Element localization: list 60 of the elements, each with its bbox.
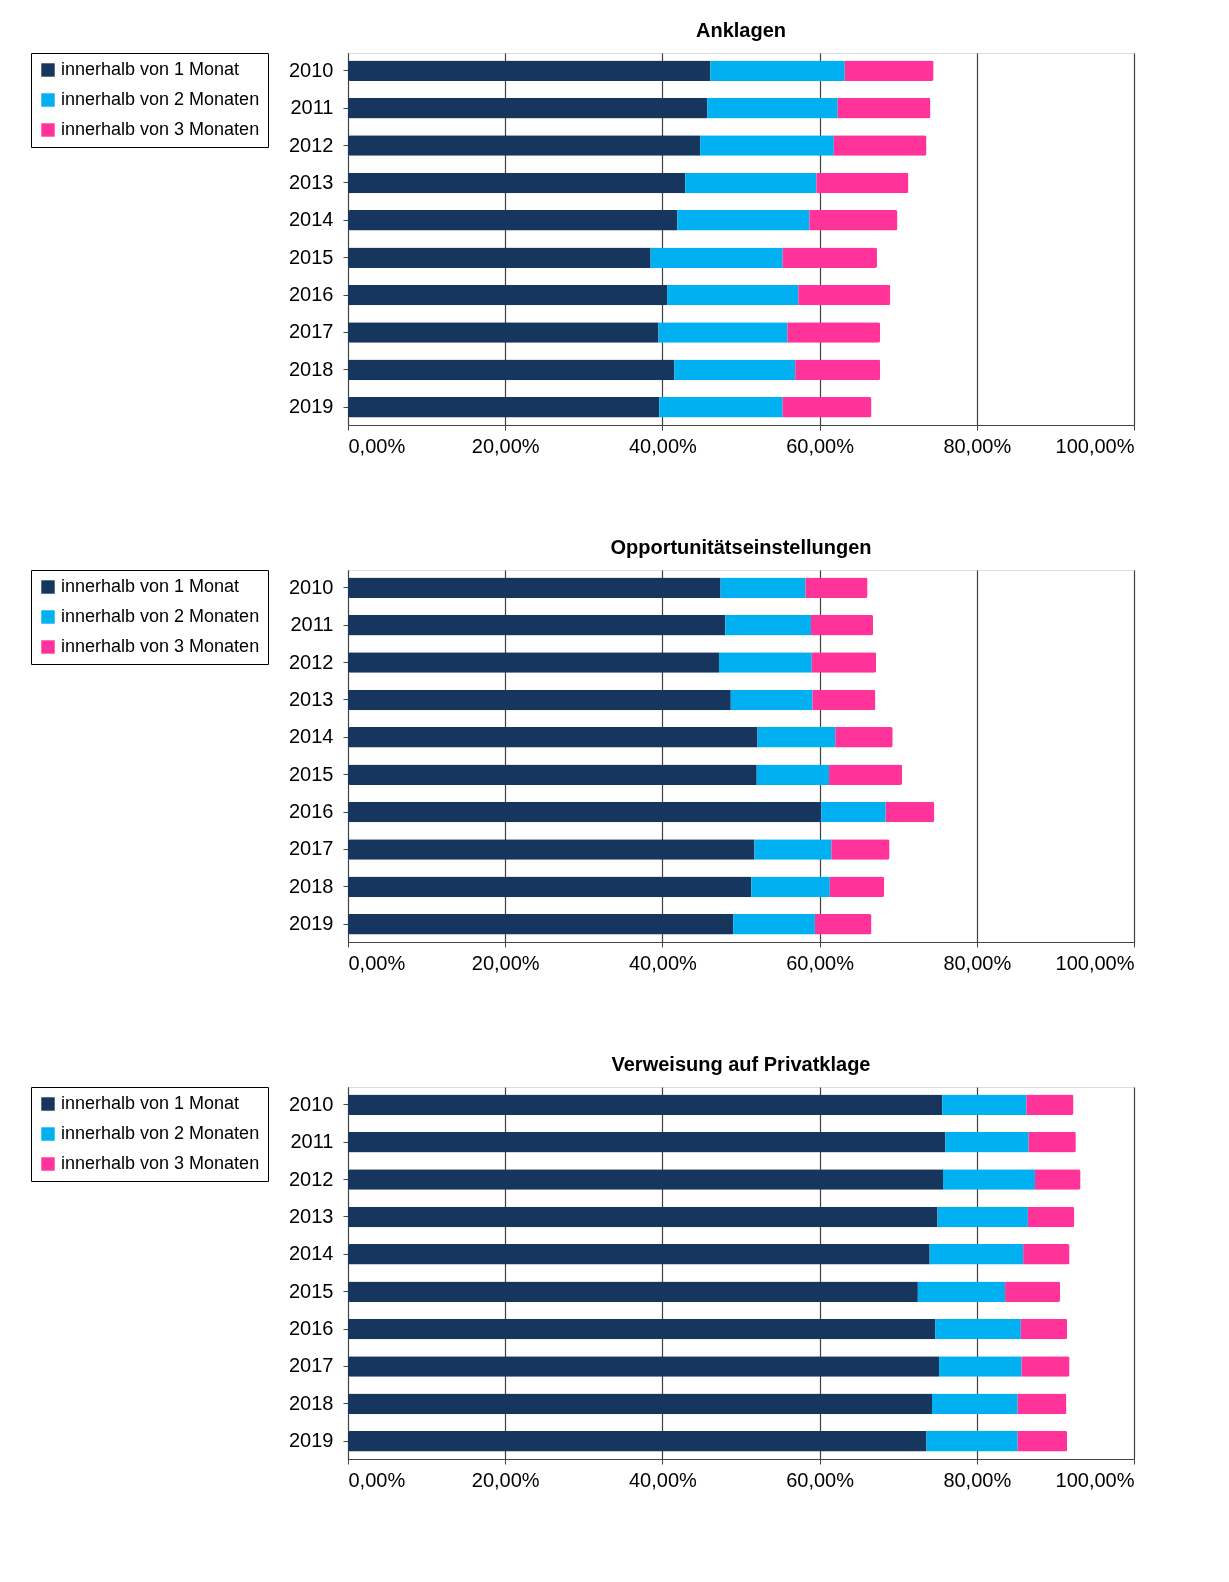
legend-label: innerhalb von 2 Monaten bbox=[61, 606, 260, 626]
x-tick-label: 80,00% bbox=[943, 1468, 1012, 1491]
y-tick-label: 2019 bbox=[289, 1429, 334, 1452]
y-tick-label: 2017 bbox=[289, 1354, 334, 1377]
legend-label: innerhalb von 2 Monaten bbox=[61, 89, 260, 109]
x-tick-label: 100,00% bbox=[1055, 1468, 1135, 1491]
x-tick-label: 0,00% bbox=[348, 951, 406, 974]
x-tick-label: 60,00% bbox=[786, 1468, 855, 1491]
y-tick-label: 2010 bbox=[289, 1092, 334, 1115]
x-tick-label: 40,00% bbox=[628, 434, 698, 457]
x-tick-label: 100,00% bbox=[1055, 951, 1135, 974]
legend-label: innerhalb von 2 Monaten bbox=[61, 1123, 260, 1143]
y-tick-label: 2018 bbox=[289, 1391, 334, 1414]
y-tick-label: 2011 bbox=[290, 613, 334, 636]
x-tick-label: 80,00% bbox=[943, 951, 1012, 974]
y-tick-label: 2017 bbox=[289, 837, 334, 860]
y-tick-label: 2013 bbox=[289, 1204, 334, 1227]
y-tick-label: 2017 bbox=[289, 320, 334, 343]
legend-label: innerhalb von 1 Monat bbox=[61, 1093, 240, 1113]
legend-label: innerhalb von 3 Monaten bbox=[61, 119, 260, 139]
y-tick-label: 2015 bbox=[289, 762, 334, 785]
y-tick-label: 2011 bbox=[290, 1130, 334, 1153]
y-tick-label: 2014 bbox=[289, 1242, 334, 1265]
x-tick-label: 60,00% bbox=[786, 951, 855, 974]
x-tick-label: 0,00% bbox=[348, 1468, 406, 1491]
y-tick-label: 2019 bbox=[289, 912, 334, 935]
x-tick-label: 20,00% bbox=[471, 1468, 540, 1491]
x-tick-label: 80,00% bbox=[943, 434, 1012, 457]
y-tick-label: 2018 bbox=[289, 357, 334, 380]
y-tick-label: 2012 bbox=[289, 1167, 334, 1190]
legend-label: innerhalb von 3 Monaten bbox=[61, 1153, 260, 1173]
y-tick-label: 2014 bbox=[289, 208, 334, 231]
x-tick-label: 40,00% bbox=[628, 951, 698, 974]
y-tick-label: 2011 bbox=[290, 96, 334, 119]
y-tick-label: 2019 bbox=[289, 395, 334, 418]
y-tick-label: 2013 bbox=[289, 687, 334, 710]
x-tick-label: 40,00% bbox=[628, 1468, 698, 1491]
y-tick-label: 2013 bbox=[289, 170, 334, 193]
y-tick-label: 2014 bbox=[289, 725, 334, 748]
y-tick-label: 2015 bbox=[289, 245, 334, 268]
y-tick-label: 2016 bbox=[289, 1317, 334, 1340]
y-tick-label: 2015 bbox=[289, 1279, 334, 1302]
y-tick-label: 2010 bbox=[289, 58, 334, 81]
y-tick-label: 2012 bbox=[289, 650, 334, 673]
y-tick-label: 2016 bbox=[289, 283, 334, 306]
x-tick-label: 20,00% bbox=[471, 951, 540, 974]
legend-label: innerhalb von 1 Monat bbox=[61, 576, 240, 596]
y-tick-label: 2016 bbox=[289, 800, 334, 823]
legend-label: innerhalb von 1 Monat bbox=[61, 59, 240, 79]
x-tick-label: 100,00% bbox=[1055, 434, 1135, 457]
chart-title: Opportunitätseinstellungen bbox=[610, 535, 872, 558]
chart-title: Anklagen bbox=[695, 18, 787, 41]
y-tick-label: 2012 bbox=[289, 133, 334, 156]
y-tick-label: 2018 bbox=[289, 874, 334, 897]
legend-label: innerhalb von 3 Monaten bbox=[61, 636, 260, 656]
y-tick-label: 2010 bbox=[289, 575, 334, 598]
x-tick-label: 0,00% bbox=[348, 434, 406, 457]
x-tick-label: 60,00% bbox=[786, 434, 855, 457]
chart-title: Verweisung auf Privatklage bbox=[611, 1052, 871, 1075]
x-tick-label: 20,00% bbox=[471, 434, 540, 457]
